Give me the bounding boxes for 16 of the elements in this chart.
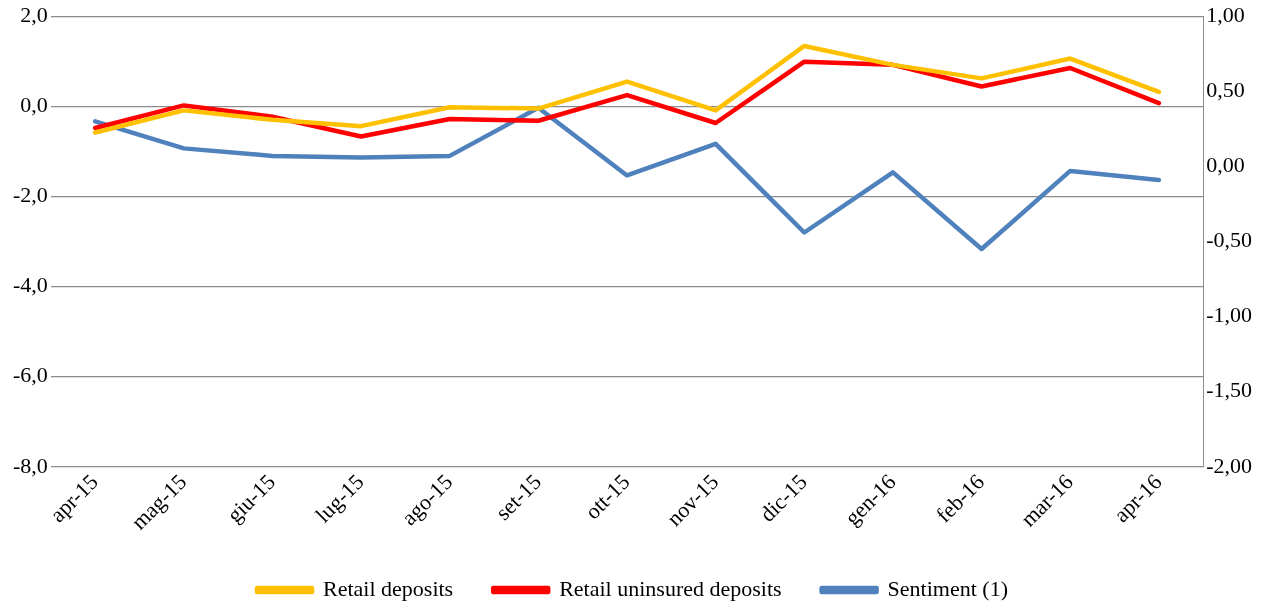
y2-tick-label: -1,00 [1206,302,1252,328]
y-tick-label: -8,0 [13,452,48,478]
y-tick-label: -2,0 [13,182,48,208]
y-tick-label: 0,0 [20,92,48,118]
legend-label: Retail deposits [323,575,454,601]
legend-label: Retail uninsured deposits [559,575,782,601]
legend-label: Sentiment (1) [887,575,1008,601]
y2-tick-label: 0,00 [1206,152,1245,178]
y2-tick-label: 1,00 [1206,1,1245,27]
y-tick-label: 2,0 [20,1,48,27]
y2-tick-label: -1,50 [1206,377,1252,403]
y-tick-label: -4,0 [13,272,48,298]
y2-tick-label: -0,50 [1206,227,1252,253]
y2-tick-label: 0,50 [1206,77,1245,103]
y-tick-label: -6,0 [13,362,48,388]
y2-tick-label: -2,00 [1206,452,1252,478]
